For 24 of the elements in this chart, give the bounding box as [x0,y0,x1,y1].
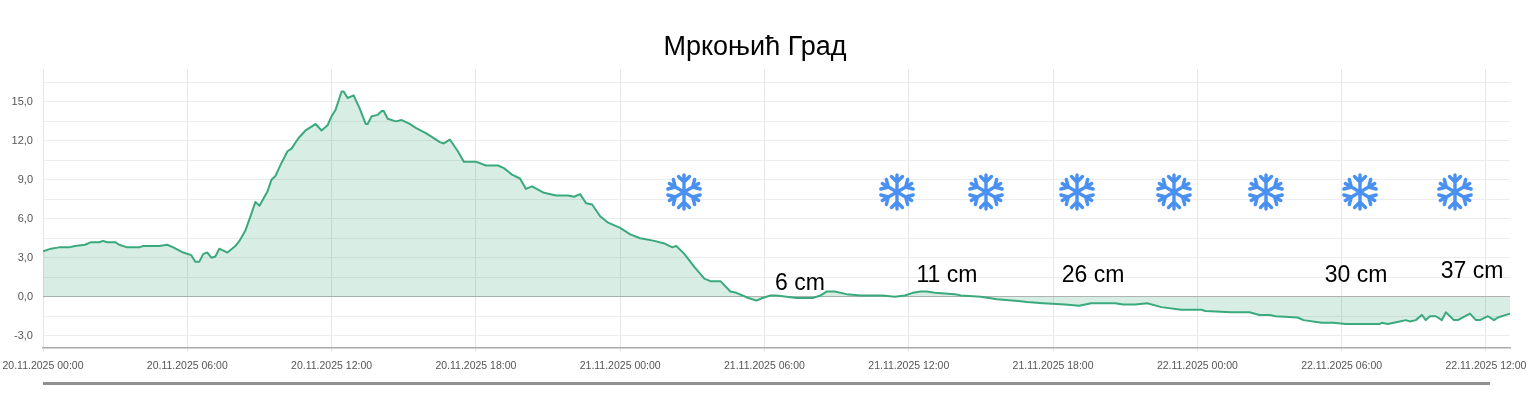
x-tick-label: 21.11.2025 00:00 [579,358,661,371]
x-tick-label: 20.11.2025 00:00 [2,358,84,371]
x-tick-label: 21.11.2025 06:00 [723,358,806,371]
chart-title: Мркоњић Град [663,30,847,61]
y-tick-label: 9,0 [17,172,33,185]
annotation: 11 cm [916,261,978,288]
x-tick-label: 22.11.2025 12:00 [1445,358,1527,371]
y-tick-label: 6,0 [17,211,33,224]
x-tick-label: 22.11.2025 00:00 [1156,358,1238,371]
annotation: 26 cm [1061,261,1125,288]
annotation: 6 cm [775,269,825,296]
x-tick-label: 21.11.2025 12:00 [868,358,950,371]
x-tick-label: 20.11.2025 06:00 [146,358,228,371]
x-tick-label: 20.11.2025 18:00 [435,358,517,371]
x-tick-label: 22.11.2025 06:00 [1301,358,1383,371]
y-tick-label: 12,0 [11,133,33,146]
y-tick-label: 0,0 [17,289,33,302]
x-tick-label: 21.11.2025 18:00 [1012,358,1094,371]
y-tick-label: 3,0 [17,250,33,263]
x-tick-label: 20.11.2025 12:00 [291,358,373,371]
y-tick-label: -3,0 [14,328,33,341]
y-tick-label: 15,0 [11,94,33,107]
annotation: 37 cm [1440,257,1504,284]
annotation: 30 cm [1324,261,1388,288]
